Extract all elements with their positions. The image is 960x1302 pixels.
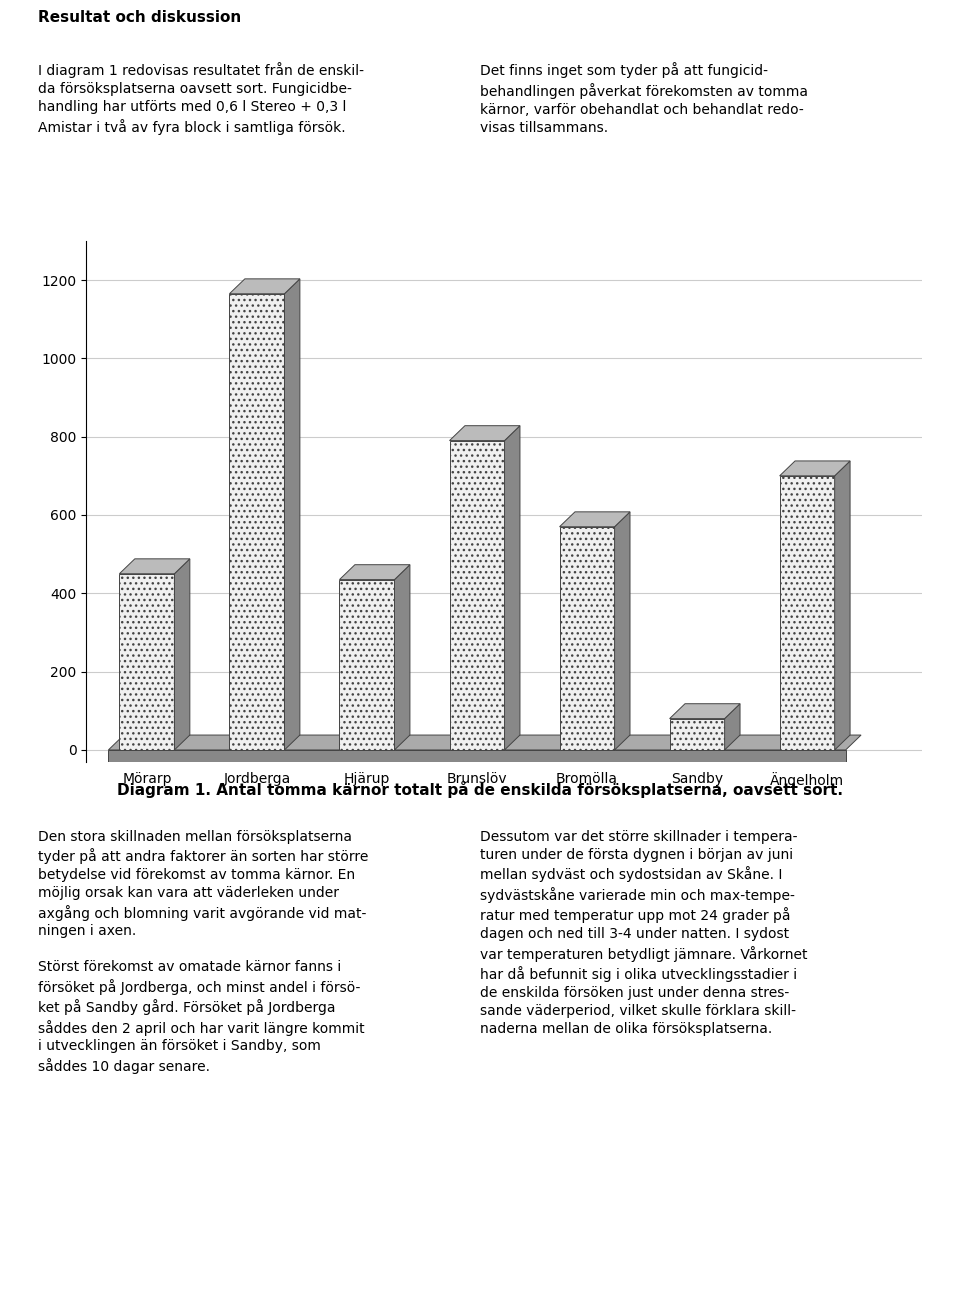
Text: Den stora skillnaden mellan försöksplatserna
tyder på att andra faktorer än sort: Den stora skillnaden mellan försöksplats… <box>38 829 369 1074</box>
Polygon shape <box>614 512 630 750</box>
Polygon shape <box>108 736 861 750</box>
Text: Resultat och diskussion: Resultat och diskussion <box>38 10 242 26</box>
Polygon shape <box>229 294 284 750</box>
Polygon shape <box>780 475 834 750</box>
Text: Det finns inget som tyder på att fungicid-
behandlingen påverkat förekomsten av : Det finns inget som tyder på att fungici… <box>480 62 808 134</box>
Polygon shape <box>725 703 740 750</box>
Polygon shape <box>834 461 850 750</box>
Polygon shape <box>505 426 520 750</box>
Polygon shape <box>229 279 300 294</box>
Text: I diagram 1 redovisas resultatet från de enskil-
da försöksplatserna oavsett sor: I diagram 1 redovisas resultatet från de… <box>38 62 365 134</box>
Polygon shape <box>175 559 190 750</box>
Polygon shape <box>670 703 740 719</box>
Polygon shape <box>340 565 410 579</box>
Polygon shape <box>449 440 505 750</box>
Polygon shape <box>670 719 725 750</box>
Polygon shape <box>449 426 520 440</box>
Polygon shape <box>395 565 410 750</box>
Text: Diagram 1. Antal tomma kärnor totalt på de enskilda försöksplatserna, oavsett so: Diagram 1. Antal tomma kärnor totalt på … <box>117 780 843 798</box>
Text: Dessutom var det större skillnader i tempera-
turen under de första dygnen i bör: Dessutom var det större skillnader i tem… <box>480 829 807 1035</box>
Polygon shape <box>560 512 630 527</box>
Polygon shape <box>119 559 190 574</box>
Polygon shape <box>560 527 614 750</box>
Polygon shape <box>340 579 395 750</box>
Polygon shape <box>119 574 175 750</box>
Polygon shape <box>284 279 300 750</box>
Polygon shape <box>780 461 850 475</box>
Polygon shape <box>108 750 846 762</box>
